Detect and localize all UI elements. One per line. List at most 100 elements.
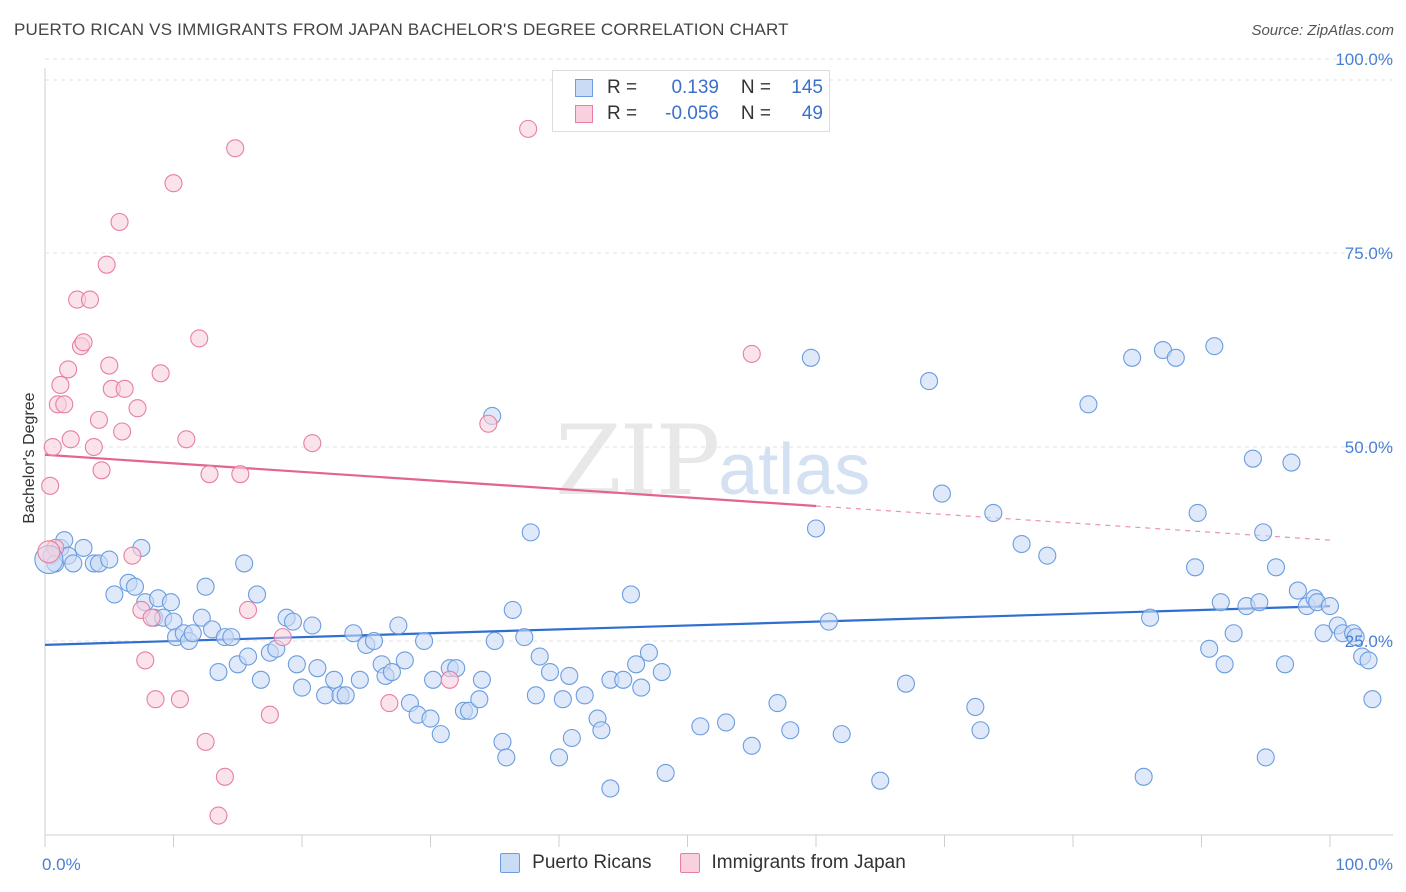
- point-japan: [41, 476, 60, 495]
- y-tick-label: 25.0%: [1345, 632, 1393, 651]
- trend-lines: [44, 453, 1331, 646]
- point-puerto-rican: [1123, 348, 1142, 367]
- y-tick-label: 75.0%: [1345, 244, 1393, 263]
- point-puerto-rican: [251, 670, 270, 689]
- point-puerto-rican: [1314, 624, 1333, 643]
- point-puerto-rican: [592, 721, 611, 740]
- legend-label: Immigrants from Japan: [711, 852, 906, 873]
- point-puerto-rican: [1250, 593, 1269, 612]
- point-puerto-rican: [382, 663, 402, 682]
- point-puerto-rican: [553, 690, 572, 709]
- point-japan: [226, 139, 245, 158]
- point-japan: [80, 290, 100, 309]
- point-puerto-rican: [415, 631, 434, 651]
- r-label: R =: [607, 77, 638, 98]
- point-puerto-rican: [1243, 449, 1262, 468]
- point-puerto-rican: [540, 663, 560, 682]
- legend-row-puerto-ricans: R = 0.139 N = 145: [575, 75, 823, 101]
- point-japan: [92, 461, 111, 480]
- point-puerto-rican: [1363, 690, 1382, 709]
- point-puerto-rican: [932, 484, 951, 503]
- point-puerto-rican: [526, 686, 545, 705]
- point-puerto-rican: [1215, 655, 1234, 674]
- point-puerto-rican: [656, 763, 675, 782]
- y-tick-label: 50.0%: [1345, 438, 1393, 457]
- r-value: 0.139: [671, 77, 719, 98]
- point-puerto-rican: [601, 779, 620, 798]
- point-puerto-rican: [1205, 337, 1224, 356]
- point-puerto-rican: [292, 678, 312, 697]
- point-puerto-rican: [530, 647, 549, 666]
- legend-row-japan: R = -0.056 N = 49: [575, 101, 823, 127]
- point-japan: [146, 690, 165, 709]
- legend-item-japan[interactable]: Immigrants from Japan: [679, 852, 906, 874]
- point-puerto-rican: [421, 709, 440, 728]
- x-tick-label: 0.0%: [42, 855, 81, 874]
- grid-lines: [45, 58, 1393, 642]
- point-puerto-rican: [1211, 593, 1230, 612]
- point-japan: [177, 430, 196, 449]
- legend-swatch-blue: [500, 853, 521, 873]
- point-puerto-rican: [74, 538, 93, 557]
- point-puerto-rican: [316, 686, 335, 705]
- point-japan: [231, 465, 250, 484]
- point-puerto-rican: [161, 593, 180, 612]
- point-japan: [51, 375, 70, 394]
- point-puerto-rican: [183, 624, 202, 643]
- point-puerto-rican: [283, 612, 303, 631]
- point-puerto-rican: [238, 647, 258, 666]
- point-japan: [190, 329, 209, 348]
- point-japan: [142, 608, 161, 627]
- point-puerto-rican: [100, 550, 119, 569]
- point-japan: [136, 651, 155, 670]
- point-puerto-rican: [336, 686, 355, 705]
- legend-item-puerto-ricans[interactable]: Puerto Ricans: [500, 852, 652, 874]
- point-puerto-rican: [1288, 581, 1307, 600]
- point-puerto-rican: [614, 670, 633, 689]
- point-puerto-rican: [105, 585, 124, 604]
- point-puerto-rican: [971, 721, 990, 740]
- point-japan: [170, 690, 189, 709]
- point-puerto-rican: [1346, 628, 1365, 647]
- point-japan: [55, 395, 74, 414]
- point-puerto-rican: [832, 725, 851, 744]
- point-japan: [238, 600, 258, 620]
- point-puerto-rican: [247, 585, 267, 604]
- n-label: N =: [740, 103, 771, 124]
- n-label: N =: [740, 77, 771, 98]
- point-japan-large: [37, 540, 61, 564]
- point-puerto-rican: [1320, 597, 1340, 616]
- point-puerto-rican: [1141, 608, 1160, 627]
- point-puerto-rican: [209, 663, 228, 682]
- point-puerto-rican: [819, 612, 838, 631]
- point-puerto-rican: [196, 577, 215, 596]
- point-japan: [100, 356, 119, 375]
- series-legend: Puerto Ricans Immigrants from Japan: [0, 852, 1406, 874]
- point-puerto-rican: [1134, 767, 1153, 786]
- point-puerto-rican: [521, 523, 540, 542]
- point-puerto-rican: [560, 666, 579, 685]
- point-puerto-rican: [716, 713, 736, 732]
- point-puerto-rican: [768, 694, 787, 713]
- point-puerto-rican: [621, 585, 641, 604]
- point-puerto-rican: [1166, 348, 1185, 367]
- legend-swatch-pink: [575, 105, 593, 123]
- point-japan: [110, 212, 129, 232]
- r-label: R =: [607, 103, 638, 124]
- point-japan: [84, 437, 103, 457]
- point-puerto-rican: [497, 748, 516, 767]
- point-japan: [273, 628, 292, 647]
- point-puerto-rican: [549, 748, 569, 767]
- point-puerto-rican: [1266, 558, 1286, 577]
- point-japan: [196, 732, 215, 751]
- stats-legend: R = 0.139 N = 145 R = -0.056 N = 49: [552, 70, 830, 132]
- r-value: -0.056: [665, 103, 719, 124]
- point-puerto-rican: [308, 659, 327, 678]
- point-puerto-rican: [1275, 655, 1295, 674]
- point-puerto-rican: [64, 554, 83, 573]
- point-puerto-rican: [806, 519, 826, 538]
- point-puerto-rican: [364, 631, 384, 651]
- point-puerto-rican: [1200, 639, 1219, 658]
- point-puerto-rican: [472, 670, 491, 689]
